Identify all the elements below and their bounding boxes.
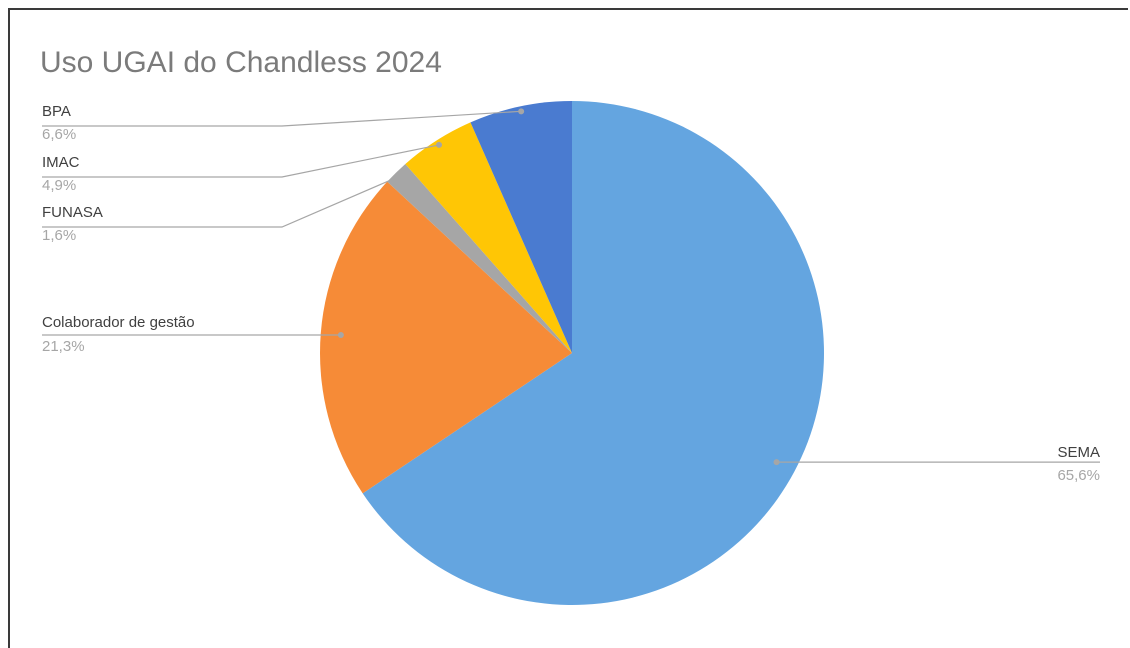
slice-value-bpa: 6,6% (42, 126, 76, 143)
leader-dot-colaborador-de-gestao (337, 332, 344, 338)
slice-label-colaborador-de-gestao: Colaborador de gestão (42, 314, 195, 331)
slice-value-imac: 4,9% (42, 177, 76, 194)
slice-value-colaborador-de-gestao: 21,3% (42, 338, 85, 355)
pie-chart: Uso UGAI do Chandless 2024 SEMA 65,6% Cola… (40, 46, 1100, 605)
leader-line-imac (42, 144, 440, 178)
leader-dot-sema (773, 459, 780, 466)
pie-slice-imac (405, 122, 572, 353)
leader-dot-funasa (396, 173, 403, 180)
slice-value-funasa: 1,6% (42, 227, 76, 244)
pie-slice-funasa (387, 163, 572, 353)
slice-label-bpa: BPA (42, 103, 71, 120)
pie-slice-colaborador-de-gestao (320, 181, 572, 494)
leader-line-bpa (42, 110, 522, 127)
leader-line-funasa (42, 175, 400, 228)
pie-slices (320, 101, 825, 605)
slice-label-imac: IMAC (42, 154, 80, 171)
pie-slice-sema (362, 101, 825, 605)
leader-dot-bpa (518, 108, 525, 115)
leader-dot-imac (436, 141, 443, 148)
chart-title: Uso UGAI do Chandless 2024 (40, 46, 442, 79)
leader-lines (42, 108, 1100, 466)
data-labels: SEMA 65,6% Colaborador de gestão 21,3% FUNAS… (42, 103, 1100, 484)
pie-slice-bpa (470, 101, 572, 353)
slice-value-sema: 65,6% (1057, 467, 1100, 484)
chart-frame (8, 8, 1128, 648)
slice-label-funasa: FUNASA (42, 204, 103, 221)
slice-label-sema: SEMA (1057, 444, 1100, 461)
